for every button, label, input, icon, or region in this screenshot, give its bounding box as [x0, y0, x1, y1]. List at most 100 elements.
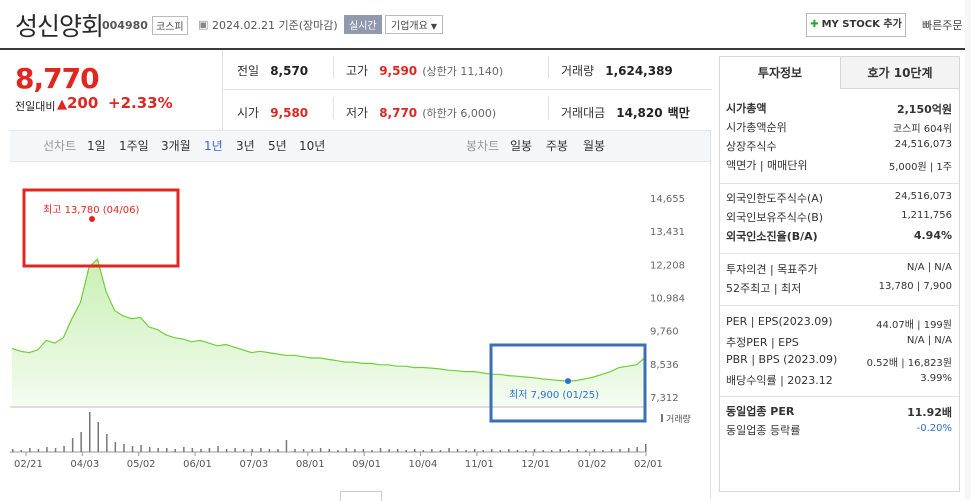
- amount-label: 거래대금: [561, 106, 606, 120]
- tab-monthly-candle[interactable]: 월봉: [583, 139, 606, 153]
- volume-bar: [491, 449, 493, 452]
- info-label: PER | EPS(2023.09): [726, 315, 833, 328]
- info-label: 외국인소진율(B/A): [726, 230, 818, 243]
- y-tick-label: 10,984: [650, 293, 685, 304]
- volume-bar: [183, 447, 185, 452]
- price-chart[interactable]: 14,65513,43112,20810,9849,7608,5367,312 …: [10, 170, 710, 470]
- prev-close-label: 전일: [237, 64, 260, 78]
- volume-bar: [516, 450, 519, 452]
- info-label: 동일업종 PER: [726, 405, 795, 418]
- y-tick-label: 9,760: [650, 327, 679, 338]
- volume-bar: [123, 444, 125, 452]
- info-value: 코스피 604위: [892, 124, 952, 135]
- volume-bar: [627, 448, 630, 452]
- expand-handle[interactable]: [340, 491, 382, 501]
- info-label: 배당수익률 | 2023.12: [726, 374, 833, 387]
- tab-daily-candle[interactable]: 일봉: [510, 139, 533, 153]
- info-label: 투자의견 | 목표주가: [726, 263, 818, 276]
- divider: [720, 183, 959, 184]
- y-tick-label: 12,208: [650, 260, 685, 271]
- volume-value: 1,624,389: [605, 64, 673, 78]
- market-badge: 코스피: [152, 16, 188, 35]
- volume-bar: [576, 449, 579, 452]
- volume-bar: [37, 449, 40, 452]
- high-label: 고가: [346, 64, 369, 78]
- volume-bar: [46, 447, 48, 452]
- my-stock-add-button[interactable]: ✚ MY STOCK 추가: [806, 13, 906, 37]
- volume-bar: [431, 449, 433, 452]
- info-label: 시가총액: [726, 102, 767, 115]
- company-overview-button[interactable]: 기업개요 ▼: [385, 15, 443, 34]
- info-value: 44.07배 | 199원: [876, 320, 952, 331]
- overview-label: 기업개요: [391, 21, 428, 32]
- low-point: [565, 378, 572, 385]
- volume-label: 거래량: [561, 64, 595, 78]
- volume-bar: [337, 450, 339, 452]
- volume-bar: [619, 449, 621, 452]
- realtime-button[interactable]: 실시간: [344, 15, 382, 34]
- volume-bar: [208, 448, 211, 452]
- x-tick-label: 02/01: [634, 459, 663, 470]
- info-label: 외국인보유주식수(B): [726, 211, 824, 224]
- volume-bar: [277, 449, 279, 452]
- volume-bar: [525, 450, 527, 452]
- info-value: -0.20%: [916, 423, 952, 434]
- volume-bar: [533, 449, 536, 452]
- volume-bar: [593, 449, 596, 452]
- my-stock-label: MY STOCK 추가: [821, 19, 902, 30]
- x-tick-label: 07/03: [239, 459, 268, 470]
- volume-bar: [396, 449, 399, 452]
- tab-investment-info[interactable]: 투자정보: [720, 57, 840, 89]
- volume-bar: [328, 449, 330, 452]
- volume-bar: [371, 450, 373, 452]
- volume-bar: [106, 434, 108, 452]
- high-annotation: 최고 13,780 (04/06): [43, 204, 139, 216]
- tab-weekly-candle[interactable]: 주봉: [546, 139, 569, 153]
- low-annotation: 최저 7,900 (01/25): [509, 389, 599, 401]
- info-label: 동일업종 등락률: [726, 424, 801, 437]
- volume-bar: [499, 450, 502, 452]
- tab-5year[interactable]: 5년: [268, 139, 287, 153]
- info-label: 액면가 | 매매단위: [726, 159, 808, 172]
- prev-compare-label: 전일대비: [15, 100, 56, 113]
- date-text: 2024.02.21 기준(장마감): [212, 19, 338, 32]
- volume-bar: [568, 450, 570, 452]
- info-label: PBR | BPS (2023.09): [726, 353, 838, 366]
- tab-1year[interactable]: 1년: [204, 139, 223, 153]
- open-price: 시가 9,580: [237, 102, 308, 121]
- info-label: 추정PER | EPS: [726, 336, 799, 349]
- volume-bar: [174, 449, 176, 452]
- info-value: 0.52배 | 16,823원: [866, 358, 952, 369]
- tab-1day[interactable]: 1일: [87, 139, 106, 153]
- tab-order-book[interactable]: 호가 10단계: [840, 57, 959, 89]
- low-value: 8,770: [379, 106, 418, 120]
- y-tick-label: 8,536: [650, 360, 679, 371]
- info-value: 2,150억원: [896, 103, 952, 116]
- open-value: 9,580: [270, 106, 309, 120]
- current-price: 8,770: [15, 62, 100, 95]
- tab-3month[interactable]: 3개월: [161, 139, 191, 153]
- volume-bar: [508, 449, 510, 452]
- volume-bar: [157, 448, 159, 452]
- volume-bar: [217, 446, 219, 452]
- prev-close: 전일 8,570: [237, 60, 308, 79]
- volume-bar: [559, 449, 561, 452]
- tab-1week[interactable]: 1주일: [119, 139, 149, 153]
- volume-bar: [20, 450, 23, 452]
- divider: [333, 97, 334, 119]
- volume-bar: [166, 448, 168, 452]
- volume-bar: [294, 449, 296, 452]
- x-tick-label: 04/03: [70, 459, 99, 470]
- volume-bar: [465, 450, 467, 452]
- divider: [720, 396, 959, 397]
- volume: 거래량 1,624,389: [561, 60, 673, 79]
- scrollbar[interactable]: [965, 0, 971, 499]
- info-value: 5,000원 | 1주: [888, 162, 952, 173]
- tab-10year[interactable]: 10년: [299, 139, 326, 153]
- quick-order-link[interactable]: 빠른주문: [922, 19, 963, 32]
- y-tick-label: 13,431: [650, 227, 685, 238]
- y-tick-label: 14,655: [650, 194, 685, 205]
- tab-3year[interactable]: 3년: [236, 139, 255, 153]
- volume-bar: [456, 449, 459, 452]
- info-value: 1,211,756: [901, 210, 952, 221]
